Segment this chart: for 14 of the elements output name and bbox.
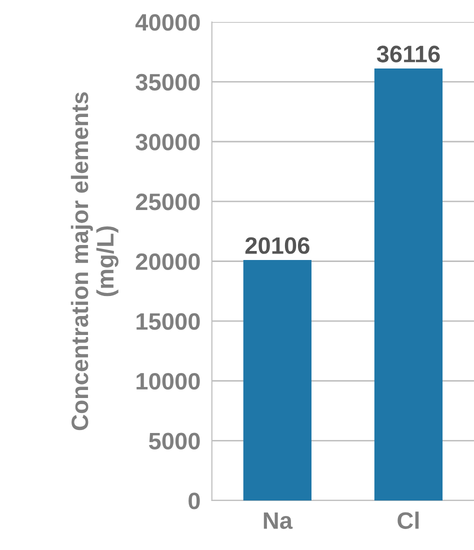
- x-tick-label: Cl: [398, 512, 419, 529]
- y-tick-label: 15000: [136, 313, 200, 330]
- data-label: 36116: [376, 46, 440, 62]
- data-label: 20106: [245, 237, 310, 254]
- y-axis-title: Concentration major elements (mg/L): [70, 92, 118, 430]
- y-tick-label: 0: [188, 492, 200, 510]
- y-tick-label: 25000: [136, 194, 200, 210]
- y-tick-label: 35000: [136, 74, 200, 91]
- y-tick-label: 40000: [135, 14, 200, 31]
- y-tick-label: 30000: [136, 134, 200, 150]
- x-tick-label: Na: [264, 512, 293, 529]
- y-tick-label: 10000: [136, 372, 200, 390]
- y-tick-label: 20000: [136, 253, 200, 270]
- y-tick-label: 5000: [148, 432, 200, 450]
